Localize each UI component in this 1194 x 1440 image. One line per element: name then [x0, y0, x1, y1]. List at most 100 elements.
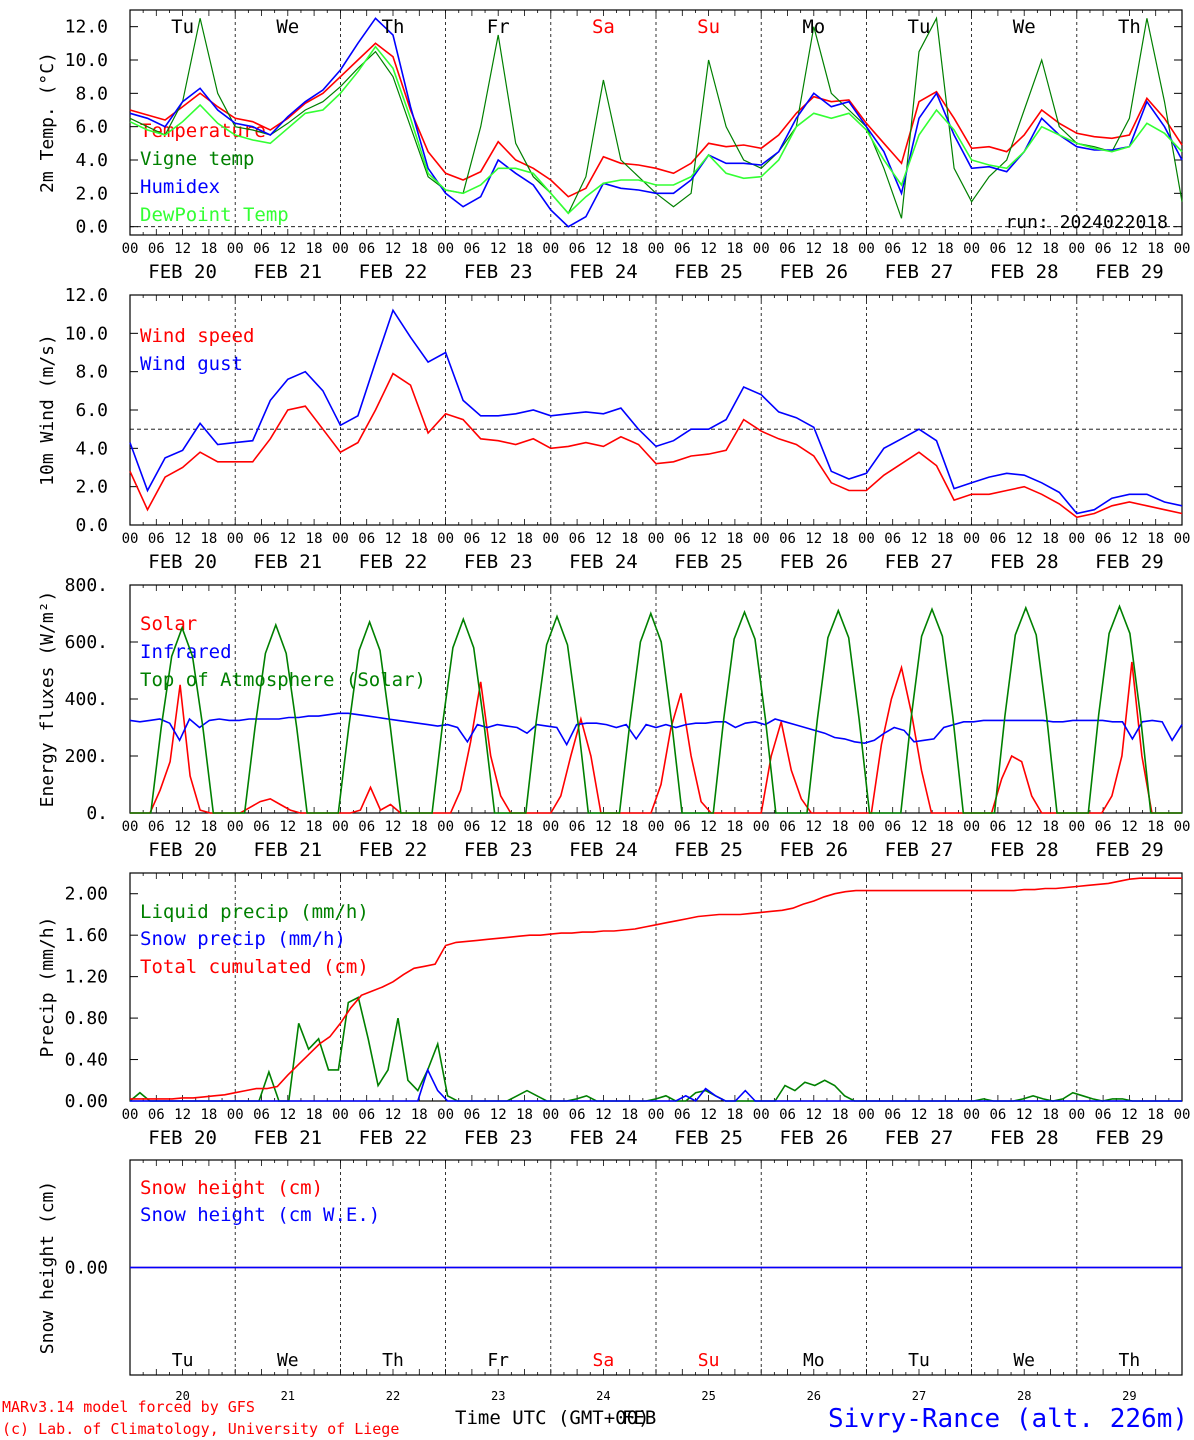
hour-tick-label: 18 — [832, 241, 849, 257]
hour-tick-label: 06 — [253, 531, 270, 547]
y-tick-label: 1.20 — [65, 967, 108, 988]
y-tick-label: 12.0 — [65, 17, 108, 38]
y-tick-label: 800. — [65, 575, 108, 596]
day-label: FEB 28 — [990, 261, 1059, 283]
day-number: 24 — [596, 1389, 610, 1403]
day-label: FEB 26 — [779, 839, 848, 861]
day-label: FEB 27 — [885, 261, 954, 283]
hour-tick-label: 06 — [779, 1107, 796, 1123]
hour-tick-label: 00 — [858, 241, 875, 257]
day-label: FEB 26 — [779, 1127, 848, 1149]
hour-tick-label: 00 — [437, 819, 454, 835]
hour-tick-label: 12 — [1121, 241, 1138, 257]
day-label: FEB 25 — [674, 261, 743, 283]
hour-tick-label: 18 — [200, 819, 217, 835]
series-line-blue — [129, 308, 1183, 515]
series-line-blue — [129, 17, 1183, 228]
day-label: FEB 24 — [569, 1127, 638, 1149]
day-number: 22 — [386, 1389, 400, 1403]
day-label: FEB 22 — [359, 261, 428, 283]
model-credit: MARv3.14 model forced by GFS — [2, 1398, 255, 1416]
weekday-label: We — [1013, 1350, 1035, 1371]
hour-tick-label: 12 — [595, 819, 612, 835]
series-line-blue — [130, 1067, 1182, 1103]
hour-tick-label: 12 — [911, 1107, 928, 1123]
lab-credit: (c) Lab. of Climatology, University of L… — [2, 1420, 399, 1438]
hour-tick-label: 00 — [332, 1107, 349, 1123]
hour-tick-label: 18 — [200, 241, 217, 257]
hour-tick-label: 12 — [805, 241, 822, 257]
hour-tick-label: 12 — [911, 531, 928, 547]
y-tick-label: 0.0 — [75, 217, 108, 238]
hour-tick-label: 00 — [227, 819, 244, 835]
hour-tick-label: 00 — [122, 1107, 139, 1123]
y-tick-label: 0. — [86, 803, 108, 824]
hour-tick-label: 18 — [621, 1107, 638, 1123]
legend-entry: Humidex — [140, 176, 220, 198]
day-label: FEB 22 — [359, 1127, 428, 1149]
legend-entry: Liquid precip (mm/h) — [140, 901, 369, 923]
panel-2: 0. 200. 400. 600. 800. Energy fluxes (W/m²) So… — [37, 575, 1190, 861]
hour-tick-label: 06 — [148, 241, 165, 257]
hour-tick-label: 00 — [753, 241, 770, 257]
series-line-red — [129, 42, 1183, 198]
day-label: FEB 23 — [464, 839, 533, 861]
weekday-label: Fr — [487, 16, 510, 38]
hour-tick-label: 00 — [332, 819, 349, 835]
hour-tick-label: 06 — [358, 819, 375, 835]
hour-tick-label: 06 — [253, 1107, 270, 1123]
y-tick-label: 6.0 — [75, 400, 108, 421]
y-tick-label: 6.0 — [75, 117, 108, 138]
hour-tick-label: 00 — [122, 241, 139, 257]
hour-tick-label: 06 — [674, 1107, 691, 1123]
weekday-label: Th — [382, 16, 405, 38]
hour-tick-label: 06 — [884, 819, 901, 835]
hour-tick-label: 12 — [1121, 1107, 1138, 1123]
hour-tick-label: 12 — [1121, 531, 1138, 547]
day-label: FEB 24 — [569, 839, 638, 861]
legend-entry: DewPoint Temp — [140, 204, 289, 226]
day-label: FEB 27 — [885, 1127, 954, 1149]
hour-tick-label: 06 — [1095, 241, 1112, 257]
hour-tick-label: 18 — [200, 531, 217, 547]
hour-tick-label: 12 — [700, 241, 717, 257]
hour-tick-label: 12 — [174, 819, 191, 835]
hour-tick-label: 12 — [279, 1107, 296, 1123]
day-label: FEB 26 — [779, 261, 848, 283]
series-line-red — [129, 372, 1183, 519]
hour-tick-label: 06 — [674, 531, 691, 547]
panel-3: 0.00 0.40 0.80 1.20 1.60 2.00 Precip (mm/h) Liq… — [37, 872, 1190, 1149]
hour-tick-label: 00 — [332, 241, 349, 257]
hour-tick-label: 12 — [1016, 241, 1033, 257]
day-label: FEB 28 — [990, 1127, 1059, 1149]
y-tick-label: 2.0 — [75, 183, 108, 204]
hour-tick-label: 06 — [989, 1107, 1006, 1123]
y-tick-label: 0.00 — [65, 1091, 108, 1112]
day-label: FEB 20 — [148, 839, 217, 861]
hour-tick-label: 18 — [516, 1107, 533, 1123]
y-tick-label: 0.80 — [65, 1008, 108, 1029]
weekday-label: Su — [698, 1350, 720, 1371]
hour-tick-label: 00 — [542, 819, 559, 835]
y-tick-label: 0.40 — [65, 1050, 108, 1071]
hour-tick-label: 18 — [1042, 1107, 1059, 1123]
weekday-label: Tu — [172, 1350, 194, 1371]
day-label: FEB 25 — [674, 551, 743, 573]
hour-tick-label: 06 — [463, 241, 480, 257]
weekday-label: Mo — [802, 16, 825, 38]
hour-tick-label: 00 — [542, 1107, 559, 1123]
hour-tick-label: 18 — [411, 819, 428, 835]
day-label: FEB 21 — [253, 551, 322, 573]
hour-tick-label: 18 — [411, 1107, 428, 1123]
time-axis-month: FEB — [622, 1407, 656, 1429]
hour-tick-label: 12 — [490, 241, 507, 257]
day-label: FEB 25 — [674, 1127, 743, 1149]
hour-tick-label: 12 — [700, 531, 717, 547]
weekday-label: We — [1013, 16, 1036, 38]
hour-tick-label: 06 — [148, 531, 165, 547]
hour-tick-label: 18 — [1147, 1107, 1164, 1123]
hour-tick-label: 06 — [569, 531, 586, 547]
hour-tick-label: 12 — [911, 819, 928, 835]
hour-tick-label: 18 — [1147, 819, 1164, 835]
